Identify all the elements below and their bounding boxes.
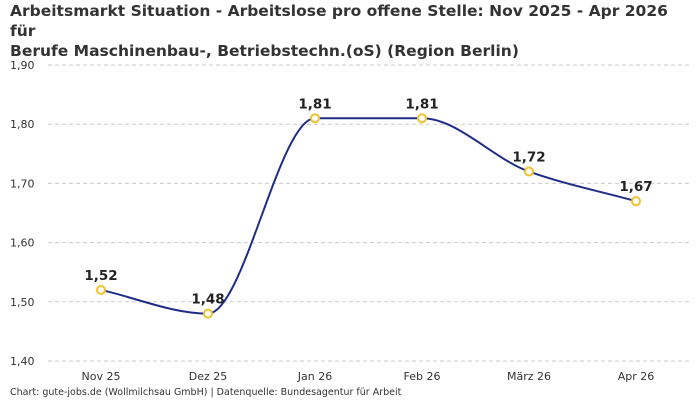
x-tick-label: Dez 25 [189,370,228,383]
data-point [524,166,534,177]
chart-title-line-2: Berufe Maschinenbau-, Betriebstechn.(oS)… [10,42,519,60]
chart-title: Arbeitsmarkt Situation - Arbeitslose pro… [10,1,690,61]
x-tick-label: März 26 [507,370,551,383]
data-point [96,284,106,295]
y-tick-label: 1,50 [10,296,35,309]
y-axis-ticks: 1,40 1,50 1,60 1,70 1,80 1,90 [10,59,35,368]
y-tick-label: 1,40 [10,355,35,368]
data-point [631,196,641,207]
data-label: 1,48 [191,292,224,308]
y-tick-label: 1,90 [10,59,35,72]
y-tick-label: 1,80 [10,118,35,131]
chart-source-footer: Chart: gute-jobs.de (Wollmilchsau GmbH) … [10,387,402,398]
x-axis-ticks: Nov 25 Dez 25 Jan 26 Feb 26 März 26 Apr 26 [82,370,655,383]
series-line [100,117,637,315]
data-label: 1,81 [298,96,331,112]
data-label: 1,52 [84,268,117,284]
x-tick-label: Feb 26 [404,370,441,383]
data-point [417,113,427,124]
y-tick-label: 1,60 [10,237,35,250]
data-label: 1,72 [512,150,545,166]
x-tick-label: Apr 26 [618,370,655,383]
data-label: 1,81 [405,96,438,112]
data-label: 1,67 [619,179,652,195]
grid-lines [48,64,690,362]
x-tick-label: Nov 25 [82,370,121,383]
chart-title-line-1: Arbeitsmarkt Situation - Arbeitslose pro… [10,2,668,40]
markers-group [96,113,641,319]
x-tick-label: Jan 26 [297,370,332,383]
data-labels-group: 1,52 1,48 1,81 1,81 1,72 1,67 [84,96,652,307]
series-group [100,117,637,315]
y-tick-label: 1,70 [10,177,35,190]
data-point [203,308,213,319]
data-point [310,113,320,124]
